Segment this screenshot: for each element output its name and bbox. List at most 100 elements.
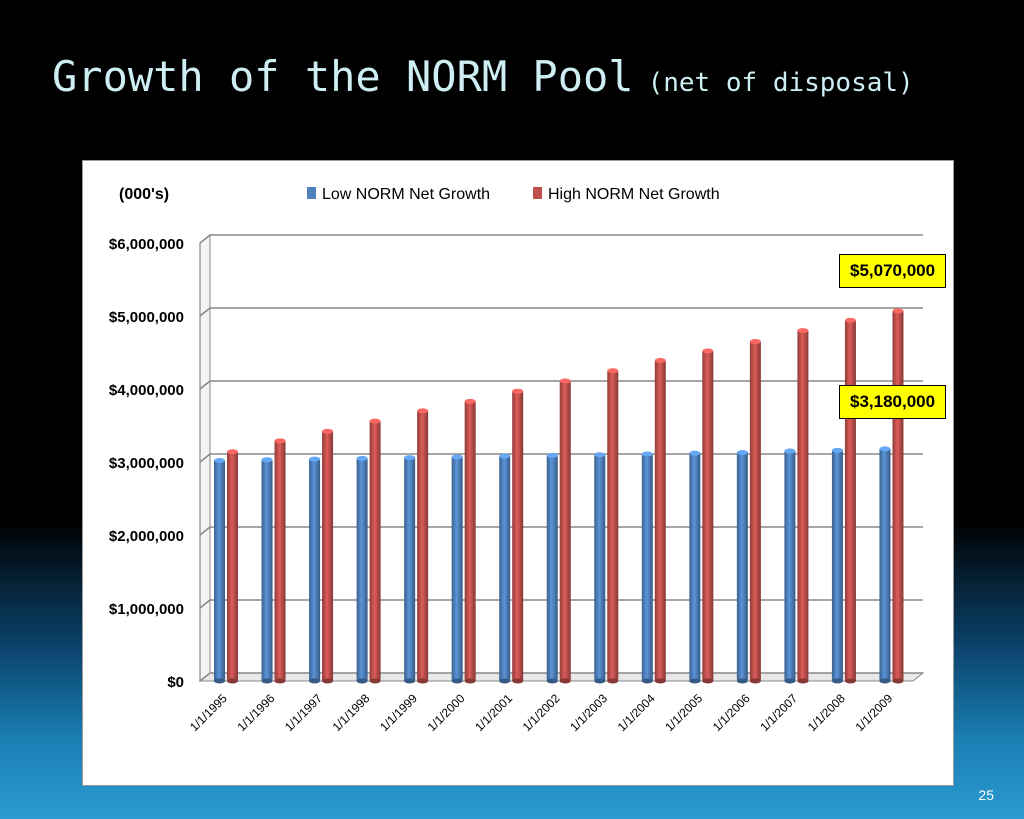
bar-cap (369, 418, 381, 424)
bar-base (274, 678, 286, 684)
bar-base (784, 678, 796, 684)
bar-cap (892, 308, 904, 314)
bar-cap (654, 358, 666, 364)
bar-cap (797, 328, 809, 334)
bar (879, 448, 891, 681)
bar-base (892, 678, 904, 684)
page-number: 25 (978, 787, 994, 803)
bar-base (831, 678, 843, 684)
gridline (199, 672, 923, 682)
bar-base (512, 678, 524, 684)
bar-cap (546, 452, 558, 458)
bar-cap (831, 447, 843, 453)
x-tick-label: 1/1/1998 (330, 691, 373, 734)
bar (831, 450, 843, 681)
bar-cap (417, 408, 429, 414)
legend-swatch (533, 187, 542, 199)
bar (417, 410, 429, 681)
x-tick-label: 1/1/2001 (472, 691, 515, 734)
bar-cap (749, 339, 761, 345)
bar-base (322, 678, 334, 684)
bar-cap (261, 457, 273, 463)
bar-base (879, 678, 891, 684)
bar-cap (689, 450, 701, 456)
bar-base (451, 678, 463, 684)
bar-base (654, 678, 666, 684)
x-tick-label: 1/1/2000 (425, 691, 468, 734)
bar-base (309, 678, 321, 684)
bar-cap (464, 398, 476, 404)
bar-base (261, 678, 273, 684)
x-tick-label: 1/1/1995 (187, 691, 230, 734)
bar (797, 330, 809, 681)
bar (607, 370, 619, 681)
bar (689, 453, 701, 681)
bar-base (417, 678, 429, 684)
y-tick-label: $5,000,000 (109, 309, 184, 326)
bar-base (844, 678, 856, 684)
bar-base (797, 678, 809, 684)
bar (702, 351, 714, 681)
bar-cap (594, 452, 606, 458)
legend-label: High NORM Net Growth (548, 186, 720, 203)
x-tick-label: 1/1/2007 (757, 691, 800, 734)
callout-high-value: $5,070,000 (839, 254, 947, 288)
bar (736, 452, 748, 681)
bar-cap (512, 388, 524, 394)
bar (404, 457, 416, 681)
bar (214, 460, 225, 681)
bar (641, 453, 653, 681)
y-tick-label: $2,000,000 (109, 528, 184, 545)
bar-base (369, 678, 381, 684)
bar (749, 341, 761, 681)
bar-base (607, 678, 619, 684)
x-tick-label: 1/1/2005 (662, 691, 705, 734)
bar-cap (607, 368, 619, 374)
bar-cap (274, 438, 286, 444)
legend-swatch (307, 187, 316, 199)
bar (559, 380, 571, 681)
bar (546, 455, 558, 681)
y-tick-label: $0 (167, 674, 184, 691)
x-tick-label: 1/1/2002 (520, 691, 563, 734)
bar (309, 459, 321, 681)
bar-cap (499, 453, 511, 459)
bar-cap (736, 450, 748, 456)
bar (594, 454, 606, 681)
chart-panel: $0 $1,000,000 $2,000,000 $3,000,000 $4,000,0… (82, 160, 954, 786)
bar-cap (559, 378, 571, 384)
bar-base (499, 678, 511, 684)
y-tick-label: $3,000,000 (109, 455, 184, 472)
bar-chart: $0 $1,000,000 $2,000,000 $3,000,000 $4,000,0… (109, 186, 925, 734)
bar (512, 391, 524, 681)
callout-low-value: $3,180,000 (839, 385, 947, 419)
bar-cap (844, 317, 856, 323)
bar (369, 421, 381, 681)
bar (784, 451, 796, 681)
bar (356, 458, 368, 681)
y-tick-label: $6,000,000 (109, 236, 184, 253)
bar (322, 431, 334, 681)
bar-cap (702, 348, 714, 354)
x-tick-label: 1/1/1996 (234, 691, 277, 734)
bar-cap (214, 458, 225, 464)
gridline (199, 453, 923, 463)
bar-base (689, 678, 701, 684)
bar-base (749, 678, 761, 684)
x-tick-label: 1/1/2006 (710, 691, 753, 734)
gridline (199, 599, 923, 609)
bar-base (594, 678, 606, 684)
bar-cap (356, 455, 368, 461)
bar (464, 401, 476, 681)
gridline (199, 526, 923, 536)
bar-base (736, 678, 748, 684)
bar-cap (451, 454, 463, 460)
bar-base (214, 678, 225, 684)
gridline (199, 307, 923, 317)
x-tick-label: 1/1/2003 (567, 691, 610, 734)
bar-base (356, 678, 368, 684)
bar-cap (641, 451, 653, 457)
bar-base (559, 678, 571, 684)
x-tick-label: 1/1/2009 (852, 691, 895, 734)
bar (892, 310, 904, 681)
